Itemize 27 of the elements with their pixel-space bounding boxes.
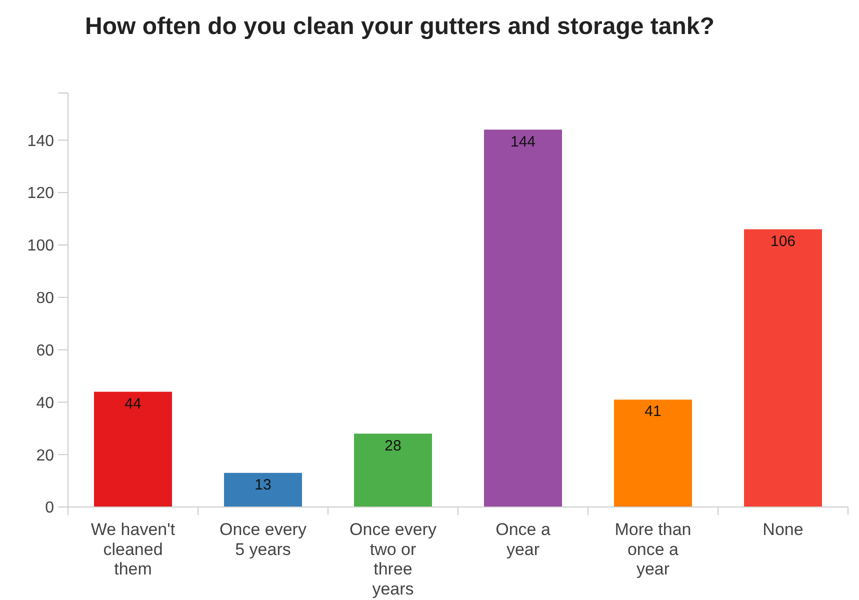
y-tick-label: 80 — [36, 290, 54, 308]
data-label: 106 — [770, 232, 796, 250]
y-tick-label: 140 — [27, 132, 54, 150]
y-tick-label: 20 — [36, 447, 54, 464]
bar — [614, 400, 692, 507]
x-tick-label: More than once a year — [614, 520, 692, 579]
bar — [744, 229, 822, 507]
y-tick-label: 100 — [27, 238, 54, 255]
x-tick-label: Once a year — [496, 520, 551, 559]
data-label: 41 — [644, 403, 662, 420]
x-tick-label: We haven't cleaned them — [90, 520, 176, 579]
x-tick-label: None — [762, 520, 804, 539]
data-label: 28 — [384, 437, 402, 454]
data-label: 144 — [510, 133, 536, 150]
y-tick-label: 0 — [45, 500, 54, 517]
bar — [224, 472, 302, 507]
bar — [94, 392, 172, 507]
chart-title: How often do you clean your gutters and storage tank? — [85, 13, 714, 41]
x-tick-label: Once every 5 years — [220, 520, 307, 559]
data-label: 44 — [124, 395, 142, 412]
y-tick-label: 60 — [36, 342, 54, 360]
bar — [354, 434, 432, 507]
bar — [484, 130, 562, 507]
y-tick-label: 120 — [27, 185, 54, 202]
y-tick-label: 40 — [36, 394, 54, 412]
data-label: 13 — [254, 476, 272, 494]
x-tick-label: Once every two or three years — [350, 520, 437, 598]
